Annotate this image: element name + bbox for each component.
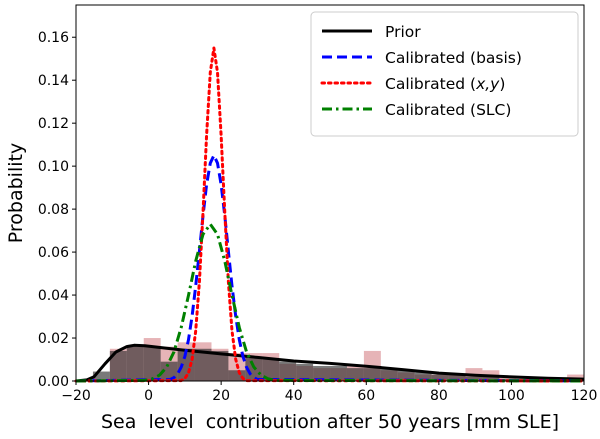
- x-tick-label: 20: [212, 388, 230, 404]
- y-tick-label: 0.04: [38, 288, 69, 304]
- histogram-bar-gray: [126, 346, 144, 381]
- histogram-bar-gray: [448, 374, 466, 381]
- y-tick-label: 0.08: [38, 202, 69, 218]
- legend-box: [310, 11, 579, 137]
- legend-label-2: Calibrated (x,y): [385, 75, 505, 93]
- histogram-bar-gray: [397, 370, 415, 381]
- histogram-bar-gray: [143, 346, 161, 381]
- histogram-bar-gray: [482, 376, 500, 381]
- histogram-bar-gray: [92, 371, 110, 381]
- y-tick-label: 0.02: [38, 331, 69, 347]
- y-axis: 0.00 0.02 0.04 0.06 0.08 0.10 0.12 0.14 0.16: [38, 30, 76, 390]
- series-lines: [74, 46, 586, 383]
- x-tick-label: 100: [498, 388, 525, 404]
- series-line-3: [75, 222, 585, 383]
- series-line-2: [74, 46, 586, 383]
- histogram-bar-gray: [414, 372, 432, 381]
- legend-label-3: Calibrated (SLC): [385, 101, 511, 119]
- y-tick-label: 0.06: [38, 245, 69, 261]
- legend-label-0: Prior: [385, 23, 421, 41]
- x-axis: −20 0 20 40 60 80 100 120: [61, 381, 597, 404]
- histogram-bar-gray: [194, 348, 212, 381]
- x-tick-label: −20: [61, 388, 91, 404]
- histogram-bar-gray: [279, 361, 297, 381]
- x-tick-label: 60: [357, 388, 375, 404]
- x-tick-label: 40: [285, 388, 303, 404]
- y-tick-label: 0.00: [38, 374, 69, 390]
- histogram-bar-gray: [313, 365, 331, 381]
- histogram-bar-gray: [296, 363, 314, 381]
- x-tick-label: 120: [571, 388, 598, 404]
- histogram-bar-gray: [109, 350, 127, 381]
- histogram-bar-gray: [228, 370, 246, 381]
- histogram-bar-gray: [465, 376, 483, 381]
- axes-frame: [75, 4, 585, 382]
- histogram-bar-gray: [262, 359, 280, 381]
- series-line-0: [75, 343, 585, 383]
- histograms: [92, 338, 585, 381]
- legend: Prior Calibrated (basis) Calibrated (x,y) C…: [310, 11, 579, 137]
- legend-label-1: Calibrated (basis): [385, 49, 522, 67]
- histogram-bar-gray: [211, 350, 229, 381]
- x-tick-label: 80: [430, 388, 448, 404]
- y-tick-label: 0.10: [38, 159, 69, 175]
- y-axis-label: Probability: [5, 143, 27, 243]
- y-tick-label: 0.14: [38, 73, 69, 89]
- histogram-bar-gray: [380, 368, 398, 381]
- x-tick-label: 0: [144, 388, 153, 404]
- histogram-bar-gray: [330, 365, 347, 381]
- x-axis-label: Sea level contribution after 50 years [m…: [101, 411, 559, 433]
- histogram-bar-gray: [346, 368, 364, 381]
- histogram-bar-gray: [177, 348, 195, 381]
- histogram-bar-gray: [363, 368, 381, 381]
- histogram-bar-gray: [431, 374, 449, 381]
- y-tick-label: 0.16: [38, 30, 69, 46]
- y-tick-label: 0.12: [38, 116, 69, 132]
